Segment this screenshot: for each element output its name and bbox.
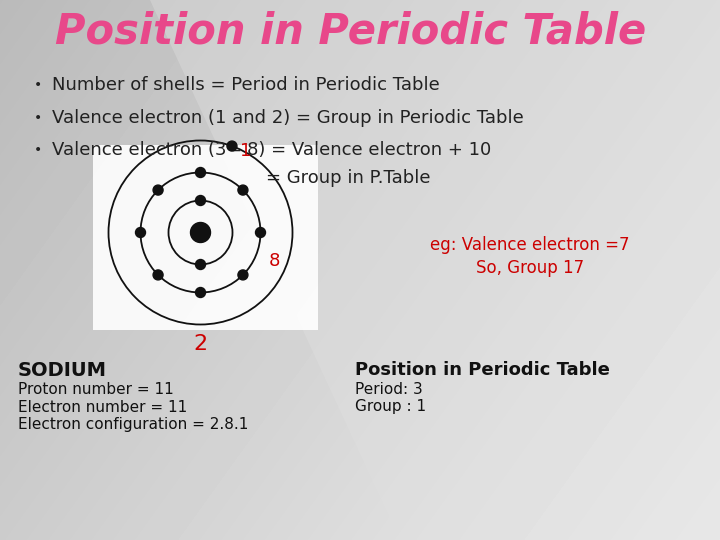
Circle shape bbox=[238, 185, 248, 195]
Circle shape bbox=[196, 195, 205, 206]
Text: Valence electron (3 – 8) = Valence electron + 10: Valence electron (3 – 8) = Valence elect… bbox=[52, 141, 491, 159]
Text: •: • bbox=[34, 78, 42, 92]
Circle shape bbox=[153, 185, 163, 195]
Text: SODIUM: SODIUM bbox=[18, 361, 107, 380]
Circle shape bbox=[196, 287, 205, 298]
Text: Electron number = 11: Electron number = 11 bbox=[18, 400, 187, 415]
Text: = Group in P.Table: = Group in P.Table bbox=[266, 169, 430, 187]
Text: Proton number = 11: Proton number = 11 bbox=[18, 382, 174, 397]
Text: Position in Periodic Table: Position in Periodic Table bbox=[355, 361, 610, 379]
Circle shape bbox=[153, 270, 163, 280]
Ellipse shape bbox=[191, 222, 210, 242]
Text: 2: 2 bbox=[194, 334, 207, 354]
Text: Valence electron (1 and 2) = Group in Periodic Table: Valence electron (1 and 2) = Group in Pe… bbox=[52, 109, 523, 127]
Text: Electron configuration = 2.8.1: Electron configuration = 2.8.1 bbox=[18, 416, 248, 431]
Text: 1: 1 bbox=[240, 142, 251, 160]
Text: Number of shells = Period in Periodic Table: Number of shells = Period in Periodic Ta… bbox=[52, 76, 440, 94]
Polygon shape bbox=[150, 0, 720, 540]
Text: •: • bbox=[34, 111, 42, 125]
Circle shape bbox=[238, 270, 248, 280]
Circle shape bbox=[227, 141, 237, 151]
Text: eg: Valence electron =7: eg: Valence electron =7 bbox=[431, 236, 630, 254]
FancyBboxPatch shape bbox=[93, 145, 318, 330]
Text: 8: 8 bbox=[269, 252, 280, 269]
Text: •: • bbox=[34, 143, 42, 157]
Text: So, Group 17: So, Group 17 bbox=[476, 259, 584, 277]
Text: Group : 1: Group : 1 bbox=[355, 400, 426, 415]
Text: Period: 3: Period: 3 bbox=[355, 382, 423, 397]
Circle shape bbox=[135, 227, 145, 238]
Circle shape bbox=[196, 260, 205, 269]
Circle shape bbox=[196, 167, 205, 178]
Text: Position in Periodic Table: Position in Periodic Table bbox=[55, 11, 647, 53]
Circle shape bbox=[256, 227, 266, 238]
